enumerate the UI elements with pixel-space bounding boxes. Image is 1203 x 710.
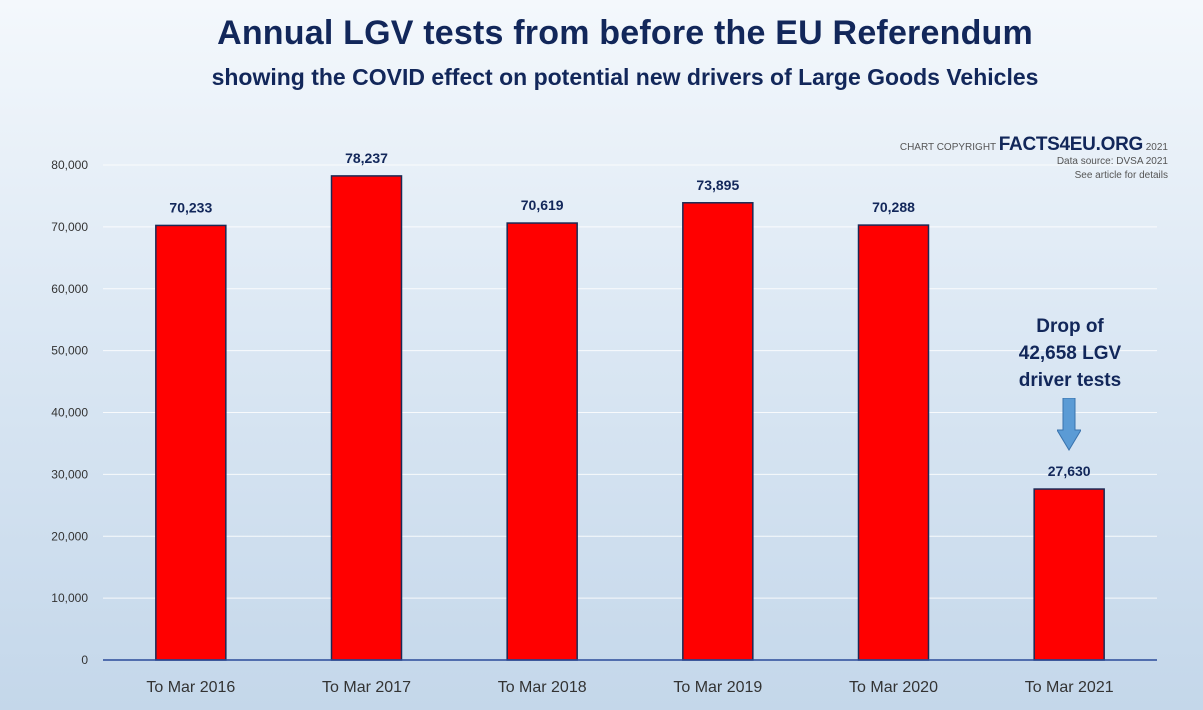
- copyright-block: CHART COPYRIGHT FACTS4EU.ORG 2021 Data s…: [899, 135, 1168, 183]
- y-tick-label: 60,000: [51, 282, 88, 296]
- data-label: 78,237: [345, 150, 388, 166]
- data-label: 70,233: [169, 199, 212, 215]
- y-tick-label: 10,000: [51, 591, 88, 605]
- copyright-brand: FACTS4EU.ORG: [998, 134, 1144, 155]
- annotation-line-1: Drop of: [1036, 316, 1104, 337]
- data-label: 27,630: [1048, 463, 1091, 479]
- article-note: See article for details: [1074, 170, 1168, 181]
- copyright-year: 2021: [1145, 142, 1168, 153]
- x-tick-label: To Mar 2019: [673, 679, 762, 696]
- bar: [1033, 488, 1105, 661]
- x-tick-label: To Mar 2018: [498, 679, 587, 696]
- y-tick-label: 0: [81, 653, 88, 667]
- down-arrow-icon: [1057, 398, 1081, 451]
- y-tick-label: 40,000: [51, 406, 88, 420]
- data-label: 73,895: [696, 177, 739, 193]
- bar: [330, 175, 403, 661]
- y-tick-label: 30,000: [51, 467, 88, 481]
- x-tick-label: To Mar 2021: [1025, 679, 1114, 696]
- bar: [506, 222, 578, 661]
- drop-annotation: Drop of 42,658 LGV driver tests: [990, 313, 1150, 394]
- bar: [155, 224, 227, 661]
- x-tick-label: To Mar 2017: [322, 679, 411, 696]
- chart-subtitle: showing the COVID effect on potential ne…: [211, 64, 1039, 90]
- annotation-line-3: driver tests: [1018, 370, 1122, 391]
- copyright-prefix: CHART COPYRIGHT: [899, 142, 996, 153]
- data-source: Data source: DVSA 2021: [1056, 156, 1168, 167]
- y-tick-label: 50,000: [51, 344, 88, 358]
- data-label: 70,619: [521, 197, 564, 213]
- y-tick-label: 70,000: [51, 220, 88, 234]
- data-label: 70,288: [872, 199, 915, 215]
- y-tick-label: 20,000: [51, 529, 88, 543]
- x-tick-label: To Mar 2016: [146, 679, 235, 696]
- annotation-line-2: 42,658 LGV: [1018, 343, 1122, 364]
- x-tick-label: To Mar 2020: [849, 679, 938, 696]
- chart-title: Annual LGV tests from before the EU Refe…: [217, 14, 1033, 52]
- bar: [857, 224, 930, 661]
- y-tick-label: 80,000: [51, 158, 88, 172]
- bar: [682, 202, 754, 661]
